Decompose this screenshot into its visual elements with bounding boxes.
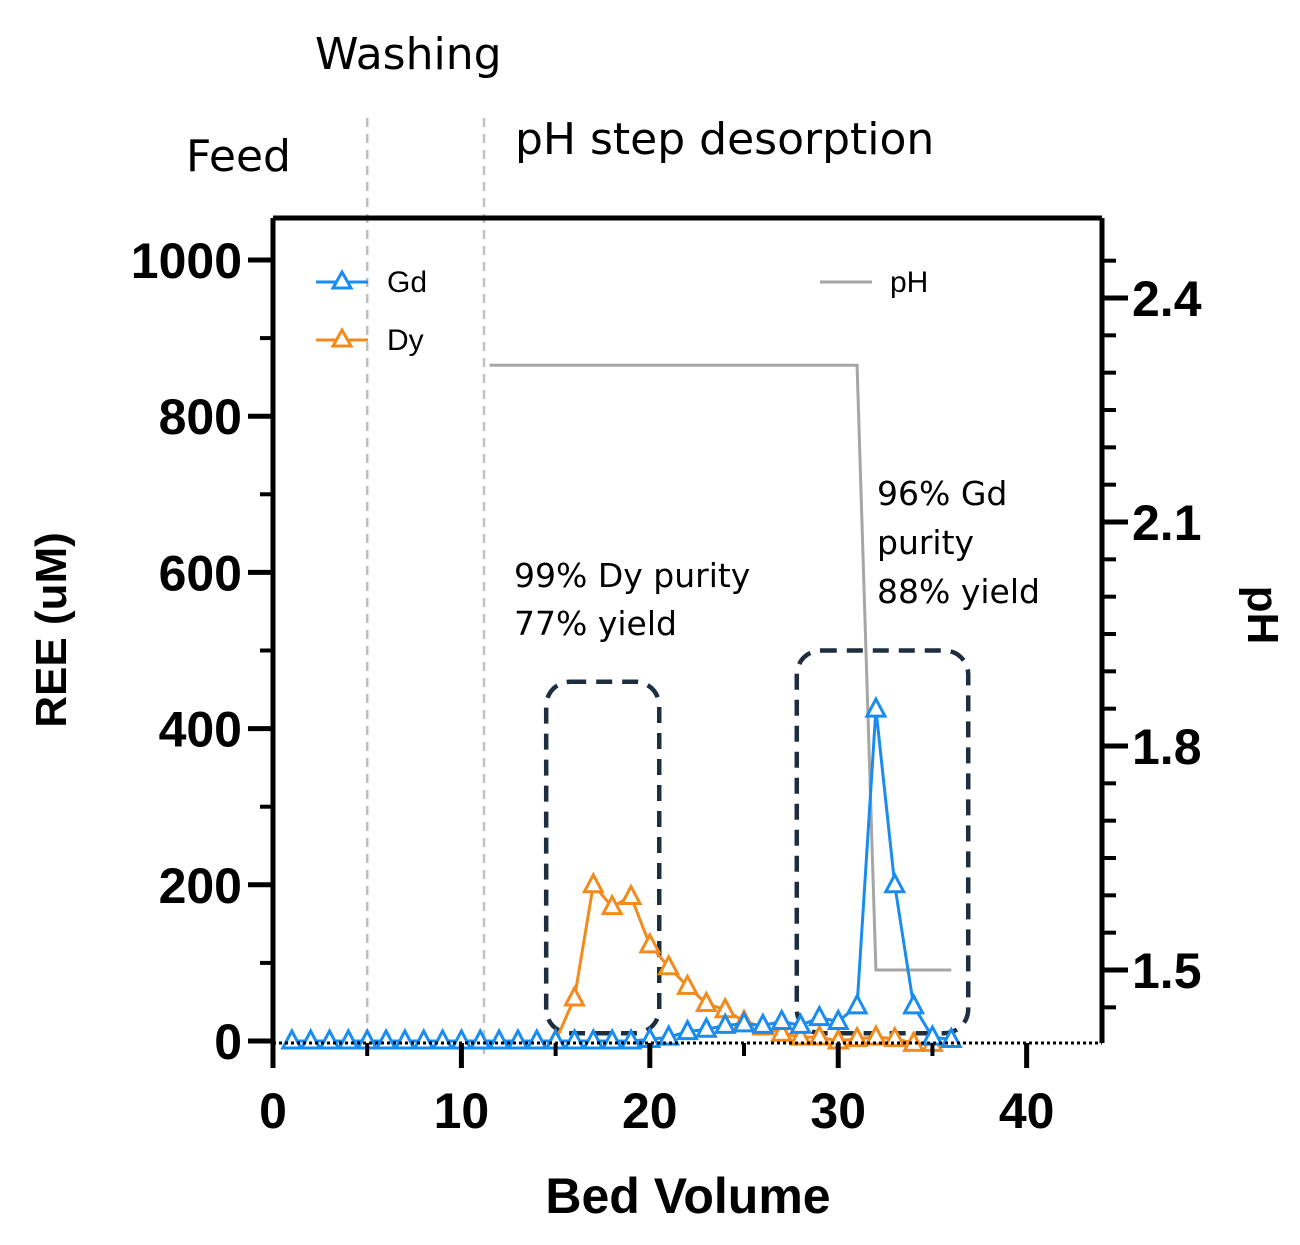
annotation-gd-line-2: purity <box>877 523 974 562</box>
dy-point <box>789 1023 813 1046</box>
dy-point <box>562 984 586 1007</box>
gd-point <box>694 1016 718 1038</box>
x-tick-label: 20 <box>622 1083 678 1139</box>
dy-point <box>845 1025 869 1048</box>
y2-tick-label: 2.4 <box>1132 271 1202 327</box>
annotation-gd-line-3: 88% yield <box>877 572 1040 611</box>
dy-point <box>600 893 624 916</box>
legend-dy-marker <box>330 326 354 348</box>
ph-line <box>489 363 952 972</box>
highlight-boxes <box>543 648 971 1036</box>
y-tick-label: 0 <box>214 1014 242 1070</box>
gd-series <box>280 695 963 1050</box>
gd-point <box>676 1018 699 1041</box>
y2-tick-label: 1.8 <box>1132 719 1202 775</box>
annotation-dy: 99% Dy purity 77% yield <box>514 556 761 643</box>
y-axis-title: REE (uM) <box>27 532 76 728</box>
phase-label-washing: Washing <box>315 29 502 80</box>
legend-gd-marker <box>330 268 354 290</box>
highlight-box-2 <box>794 648 971 1036</box>
y2-tick-label: 1.5 <box>1132 943 1202 999</box>
x-tick-label: 30 <box>810 1083 866 1139</box>
dy-point <box>770 1019 794 1042</box>
gd-point <box>789 1012 813 1034</box>
dy-point <box>694 990 718 1013</box>
dy-point <box>638 931 662 954</box>
gd-point <box>826 1008 850 1030</box>
dy-point <box>619 883 643 906</box>
gd-point <box>770 1008 794 1030</box>
gd-point <box>902 992 926 1015</box>
annotation-gd-line-1: 96% Gd <box>877 474 1007 513</box>
y2-tick-label: 2.1 <box>1132 495 1202 551</box>
ph-series <box>489 363 952 972</box>
y-tick-label: 600 <box>159 545 242 601</box>
x-tick-label: 10 <box>434 1083 490 1139</box>
y-tick-label: 1000 <box>131 233 242 289</box>
dy-point <box>676 973 699 995</box>
x-tick-label: 40 <box>999 1083 1055 1139</box>
gd-point <box>732 1010 756 1033</box>
dy-point <box>883 1025 907 1048</box>
gd-point <box>657 1023 681 1046</box>
legend-left: Gd Dy <box>316 266 427 357</box>
x-tick-label: 0 <box>259 1083 287 1139</box>
phase-label-desorption: pH step desorption <box>515 114 934 165</box>
dy-point <box>657 953 681 976</box>
legend-ph-label: pH <box>890 266 928 299</box>
gd-point <box>883 871 907 894</box>
phase-label-feed: Feed <box>186 131 291 182</box>
gd-point <box>845 992 869 1015</box>
gd-line <box>291 708 952 1043</box>
y-tick-label: 200 <box>159 858 242 914</box>
gd-point <box>864 695 888 718</box>
annotation-dy-line-1: 99% Dy purity <box>514 556 750 595</box>
x-axis-title: Bed Volume <box>545 1168 830 1224</box>
gd-point <box>807 1004 831 1027</box>
y-tick-label: 800 <box>159 389 242 445</box>
y-tick-label: 400 <box>159 702 242 758</box>
gd-point <box>920 1023 944 1046</box>
gd-point <box>713 1012 737 1034</box>
highlight-box-1 <box>543 679 662 1036</box>
annotation-dy-line-2: 77% yield <box>514 604 677 643</box>
legend-dy-label: Dy <box>387 324 424 357</box>
phase-dividers <box>365 118 486 1054</box>
legend-right: pH <box>820 266 928 299</box>
axes: 0 200 400 600 800 1000 1.5 1.8 2.1 2.4 0 10 20 30 40 <box>131 215 1202 1139</box>
annotation-gd: 96% Gd purity 88% yield <box>877 474 1040 611</box>
gd-point <box>751 1012 775 1034</box>
dy-point <box>581 871 605 894</box>
y2-axis-title: pH <box>1238 586 1287 645</box>
legend-gd-label: Gd <box>387 266 427 299</box>
